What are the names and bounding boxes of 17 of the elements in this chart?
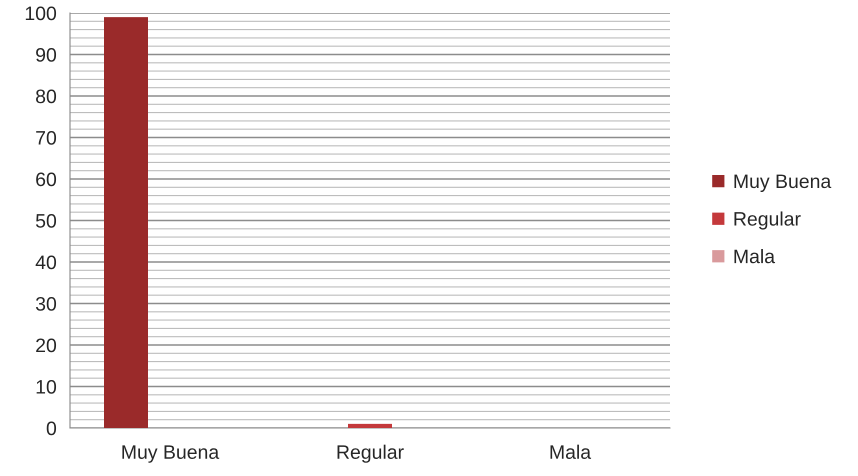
y-tick-label: 40	[36, 255, 56, 270]
y-tick-label: 30	[36, 296, 56, 311]
x-tick-label: Regular	[338, 444, 404, 463]
legend-label: Regular	[734, 211, 801, 230]
y-tick-label: 90	[36, 48, 56, 62]
legend-label: Muy Buena	[734, 174, 832, 192]
y-tick-label: 60	[36, 172, 56, 186]
legend-label: Mala	[734, 249, 776, 264]
y-tick-label: 50	[36, 214, 56, 228]
y-tick-label: 10	[36, 380, 56, 394]
y-tick-label: 70	[36, 130, 56, 145]
y-tick-label: 80	[36, 89, 56, 104]
y-tick-label: 0	[46, 421, 56, 436]
x-tick-label: Muy Buena	[122, 445, 220, 463]
y-tick-label: 100	[26, 6, 56, 20]
y-tick-label: 20	[36, 338, 56, 352]
x-tick-label: Mala	[550, 444, 592, 459]
